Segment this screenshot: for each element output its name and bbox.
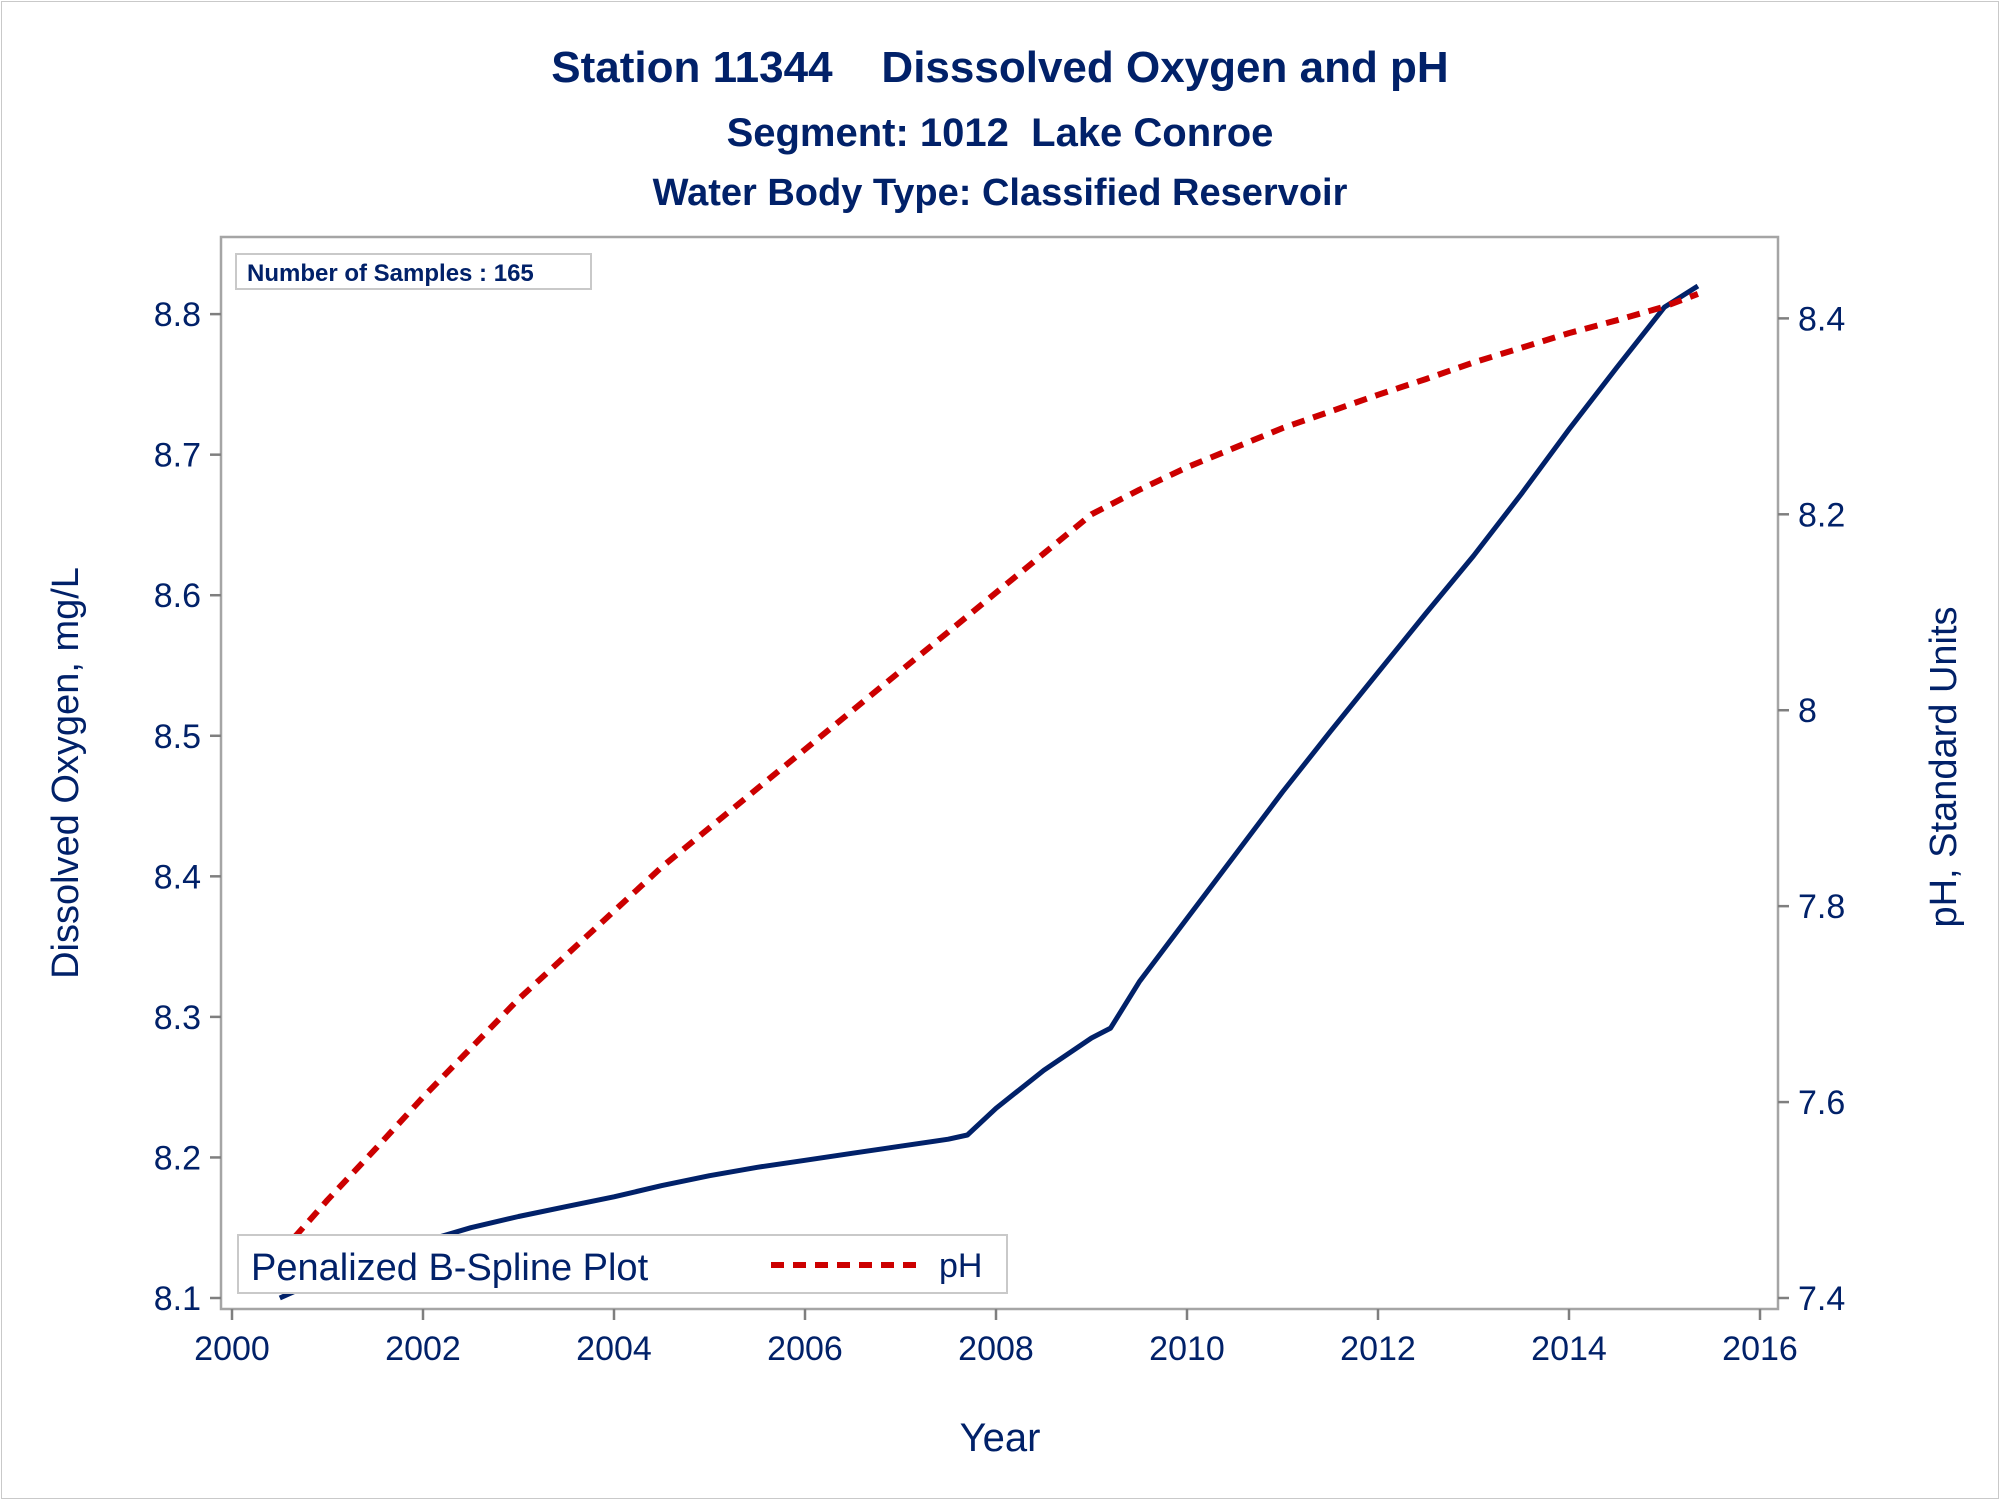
ph-series-line: [277, 291, 1699, 1256]
x-tick-label: 2008: [958, 1330, 1034, 1368]
y-tick-label: 8.8: [154, 296, 201, 334]
chart-title: Station 11344 Disssolved Oxygen and pH: [551, 43, 1448, 92]
chart-subtitle-2: Water Body Type: Classified Reservoir: [653, 172, 1348, 214]
x-tick-label: 2016: [1722, 1330, 1798, 1368]
y2-tick-label: 7.6: [1798, 1084, 1845, 1122]
series-layer: [277, 283, 1700, 1301]
y-tick-label: 8.1: [154, 1280, 201, 1318]
y-axis-label: Dissolved Oxygen, mg/L: [45, 567, 87, 979]
sample-count-annotation: Number of Samples : 165: [235, 253, 592, 290]
y2-axis-label: pH, Standard Units: [1923, 606, 1965, 927]
x-tick-label: 2006: [767, 1330, 843, 1368]
x-axis-label: Year: [960, 1416, 1041, 1460]
y2-tick-label: 8.4: [1798, 300, 1845, 338]
y-axis: 8.1 8.2 8.3 8.4 8.5 8.6 8.7 8.8: [154, 296, 221, 1318]
legend-ph-label: pH: [939, 1247, 982, 1285]
x-tick-label: 2004: [576, 1330, 652, 1368]
x-tick-label: 2000: [194, 1330, 270, 1368]
y-tick-label: 8.4: [154, 858, 201, 896]
y2-tick-label: 8: [1798, 692, 1817, 730]
legend-title: Penalized B-Spline Plot: [251, 1247, 649, 1289]
dissolved-oxygen-series-line: [278, 283, 1700, 1301]
x-tick-label: 2002: [385, 1330, 461, 1368]
y-tick-label: 8.6: [154, 577, 201, 615]
y2-tick-label: 8.2: [1798, 496, 1845, 534]
legend-box: [237, 1234, 1008, 1294]
y2-axis: 7.4 7.6 7.8 8 8.2 8.4: [1778, 300, 1845, 1318]
y2-tick-label: 7.8: [1798, 888, 1845, 926]
x-tick-label: 2010: [1149, 1330, 1225, 1368]
y-tick-label: 8.2: [154, 1139, 201, 1177]
y-tick-label: 8.3: [154, 999, 201, 1037]
sample-count-text: Number of Samples : 165: [247, 260, 534, 287]
y-tick-label: 8.5: [154, 718, 201, 756]
chart-subtitle: Segment: 1012 Lake Conroe: [727, 111, 1274, 155]
x-tick-label: 2014: [1531, 1330, 1607, 1368]
x-tick-label: 2012: [1340, 1330, 1416, 1368]
plot-area: [219, 235, 1780, 1311]
x-axis: 2000 2002 2004 2006 2008 2010 2012 2014 2016: [194, 1309, 1798, 1368]
y-tick-label: 8.7: [154, 437, 201, 475]
legend: Penalized B-Spline Plot pH: [237, 1234, 1008, 1294]
y2-tick-label: 7.4: [1798, 1280, 1845, 1318]
